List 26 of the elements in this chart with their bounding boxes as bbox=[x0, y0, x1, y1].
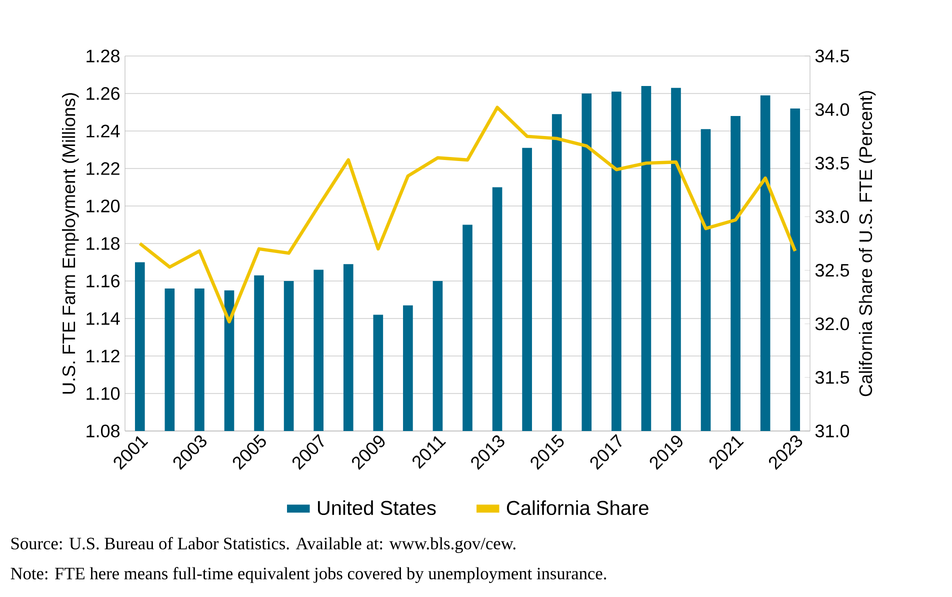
y2-tick-label: 34.5 bbox=[815, 50, 849, 62]
y-tick-label: 1.28 bbox=[86, 50, 120, 62]
y-tick-label: 1.12 bbox=[86, 350, 120, 362]
legend-label: United States bbox=[318, 500, 436, 516]
y2-tick-label: 34.0 bbox=[815, 103, 850, 116]
legend-label: California Share bbox=[506, 500, 648, 516]
y-tick-label: 1.08 bbox=[86, 424, 120, 438]
y-tick-label: 1.14 bbox=[86, 312, 120, 325]
y-tick-label: 1.24 bbox=[86, 124, 120, 138]
y2-tick-label: 33.5 bbox=[815, 156, 849, 170]
y-tick-label: 1.10 bbox=[86, 387, 120, 400]
y-tick-label: 1.16 bbox=[86, 274, 120, 288]
y-tick-label: 1.20 bbox=[86, 200, 120, 212]
y-tick-label: 1.26 bbox=[86, 87, 120, 100]
y2-axis-title: California Share of U.S. FTE (Percent) bbox=[858, 91, 876, 396]
y2-tick-label: 31.0 bbox=[815, 424, 850, 438]
y-tick-label: 1.18 bbox=[86, 237, 120, 250]
y-tick-label: 1.22 bbox=[86, 162, 120, 175]
line-series bbox=[138, 106, 797, 324]
y-axis-title: U.S. FTE Farm Employment (Millions) bbox=[62, 93, 79, 394]
source-note: Source: U.S. Bureau of Labor Statistics. Available at: www.bls.gov/cew. bbox=[11, 537, 516, 553]
y2-tick-label: 32.5 bbox=[815, 264, 849, 277]
y2-tick-label: 32.0 bbox=[815, 317, 850, 330]
text: Note: FTE here means full-time equivalent jobs covered by unemployment insurance. bbox=[10, 567, 606, 583]
y2-tick-label: 31.5 bbox=[815, 371, 849, 384]
y2-tick-label: 33.0 bbox=[815, 210, 850, 224]
